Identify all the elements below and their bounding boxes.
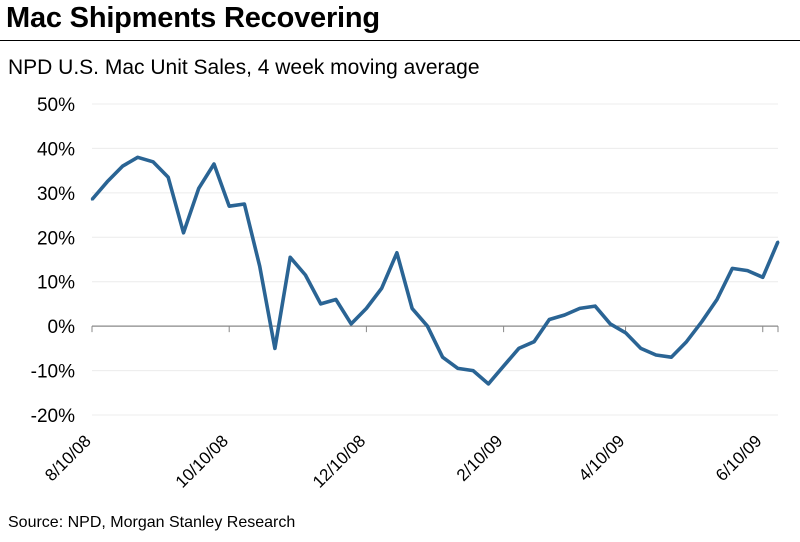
y-tick-label: -10% (31, 362, 75, 383)
data-point (365, 307, 368, 310)
series-line (90, 155, 780, 386)
data-point (548, 318, 551, 321)
data-point (228, 204, 231, 208)
data-point (746, 269, 749, 272)
data-point (532, 340, 536, 343)
data-point (456, 367, 460, 370)
x-tick-label: 10/10/08 (172, 431, 232, 491)
data-point (121, 165, 124, 168)
data-point (563, 313, 566, 317)
data-point (106, 180, 109, 183)
data-point (517, 347, 521, 350)
data-point (288, 256, 292, 259)
data-point (471, 369, 475, 372)
data-point (715, 298, 719, 301)
data-point (212, 162, 216, 166)
y-tick-label: -20% (31, 406, 75, 427)
data-point (776, 240, 780, 243)
x-tick-label: 6/10/09 (712, 431, 766, 485)
x-tick-label: 4/10/09 (575, 431, 629, 485)
chart-subtitle: NPD U.S. Mac Unit Sales, 4 week moving a… (8, 56, 480, 79)
data-point (761, 276, 764, 279)
y-tick-label: 30% (37, 184, 75, 205)
x-tick-label: 2/10/09 (453, 431, 507, 485)
data-point (182, 231, 185, 235)
data-point (441, 356, 444, 359)
data-point (624, 331, 627, 335)
data-point (654, 353, 658, 357)
data-point (395, 251, 399, 255)
y-tick-label: 0% (48, 317, 76, 338)
data-point (273, 347, 277, 350)
data-point (197, 187, 200, 190)
gridlines (92, 103, 778, 416)
chart-title: Mac Shipments Recovering (6, 2, 380, 34)
data-point (426, 324, 429, 328)
data-point (349, 322, 353, 326)
data-point (578, 307, 582, 310)
data-point (304, 273, 307, 277)
data-point (151, 160, 155, 163)
data-point (410, 307, 414, 310)
data-point (334, 298, 338, 301)
data-point (639, 347, 642, 350)
data-point (502, 364, 505, 368)
data-point (700, 320, 703, 323)
y-tick-label: 40% (37, 139, 75, 160)
data-point (90, 198, 94, 201)
source-note: Source: NPD, Morgan Stanley Research (8, 514, 296, 531)
data-point (685, 340, 688, 343)
data-point (319, 302, 322, 306)
y-tick-label: 50% (37, 95, 75, 116)
data-point (167, 176, 170, 179)
series-layer (90, 155, 780, 386)
data-point (487, 382, 490, 386)
data-point (731, 267, 734, 270)
y-tick-label: 20% (37, 228, 75, 249)
x-axis (91, 325, 779, 333)
x-tick-labels: 8/10/08 10/10/08 12/10/08 2/10/09 4/10/09 6/1… (41, 431, 765, 491)
data-point (593, 304, 597, 308)
data-point (258, 264, 261, 268)
data-point (670, 356, 673, 359)
y-tick-label: 10% (37, 273, 75, 294)
data-point (380, 287, 383, 290)
x-tick-label: 12/10/08 (309, 431, 369, 491)
data-point (243, 202, 246, 206)
y-tick-labels: -20% -10% 0% 10% 20% 30% 40% 50% (31, 95, 75, 427)
data-point (136, 156, 139, 159)
title-divider (0, 40, 800, 41)
data-point (609, 322, 612, 326)
x-tick-label: 8/10/08 (41, 431, 95, 485)
